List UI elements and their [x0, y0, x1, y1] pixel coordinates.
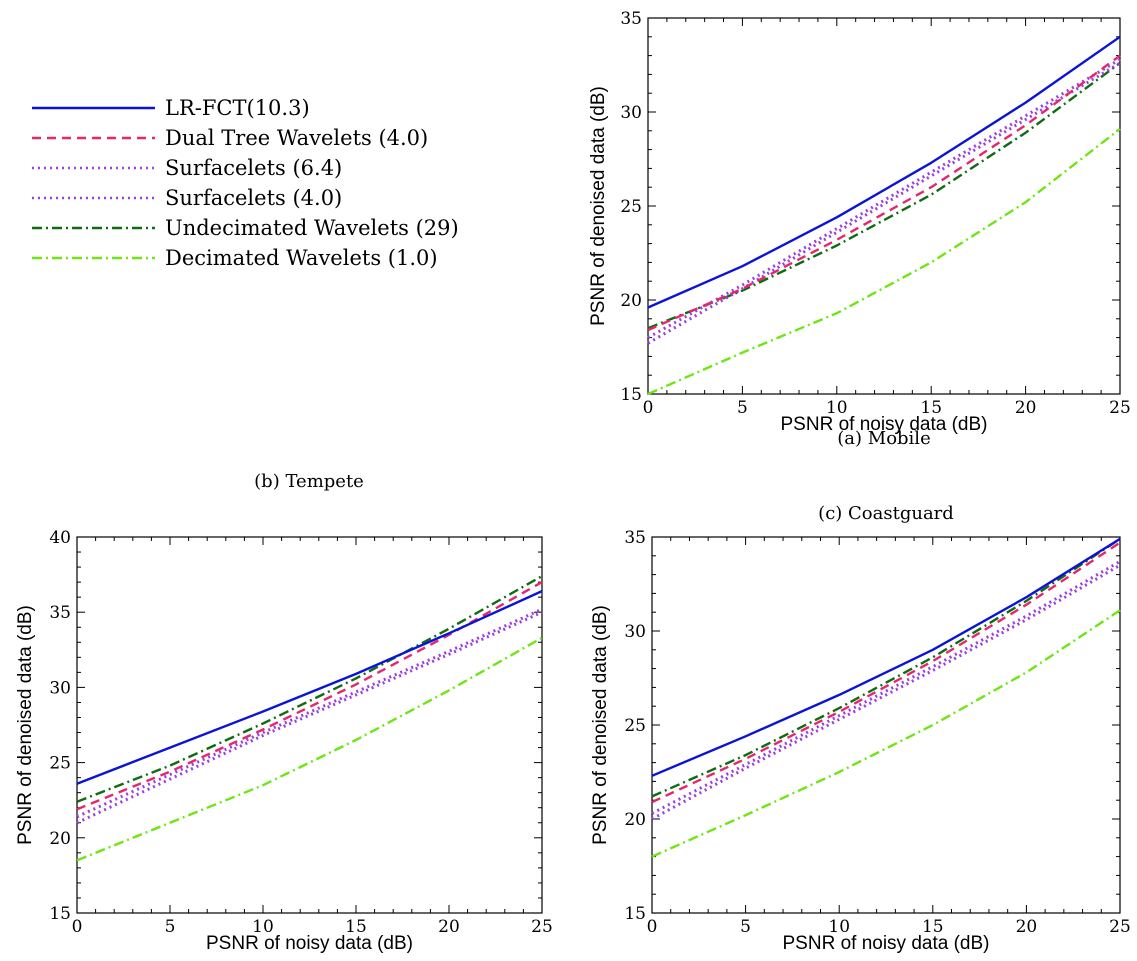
legend-entry: LR-FCT(10.3)	[32, 96, 310, 120]
y-tick-label: 25	[620, 197, 642, 217]
legend-label: Dual Tree Wavelets (4.0)	[165, 126, 428, 150]
series-line-2	[76, 607, 543, 819]
legend-entry: Decimated Wavelets (1.0)	[32, 246, 438, 270]
series-line-5	[651, 609, 1121, 858]
x-tick-label: 5	[740, 917, 751, 937]
x-tick-label: 10	[252, 917, 274, 937]
x-tick-label: 5	[165, 917, 176, 937]
y-tick-label: 20	[49, 829, 71, 849]
x-axis-label: PSNR of noisy data (dB)	[206, 933, 413, 954]
y-tick-label: 40	[49, 528, 71, 548]
series-line-3	[651, 563, 1121, 821]
y-tick-label: 25	[624, 716, 646, 736]
chart-caption: (b) Tempete	[254, 471, 364, 492]
legend-label: Surfacelets (4.0)	[165, 186, 342, 210]
plot-frame	[651, 536, 1121, 914]
y-tick-label: 30	[49, 678, 71, 698]
legend-entry: Surfacelets (6.4)	[32, 156, 342, 180]
legend-label: LR-FCT(10.3)	[165, 96, 310, 120]
x-tick-label: 0	[647, 917, 658, 937]
legend-entry: Dual Tree Wavelets (4.0)	[32, 126, 428, 150]
plot-frame	[76, 536, 543, 914]
series-line-3	[76, 610, 543, 825]
y-tick-label: 30	[624, 622, 646, 642]
plot-frame	[647, 17, 1121, 395]
chart-caption: (a) Mobile	[837, 428, 930, 449]
x-tick-label: 15	[345, 917, 367, 937]
series-line-4	[76, 575, 543, 803]
x-axis-label: PSNR of noisy data (dB)	[783, 933, 990, 954]
legend-label: Decimated Wavelets (1.0)	[165, 246, 438, 270]
x-tick-label: 5	[737, 398, 748, 418]
y-tick-label: 15	[620, 385, 642, 405]
x-tick-label: 15	[920, 398, 942, 418]
x-tick-label: 0	[643, 398, 654, 418]
chart-tempete: (b) Tempete 0 5 10 15 20 25 15 20 25 30 35 40 PSNR of…	[15, 471, 553, 954]
legend: LR-FCT(10.3) Dual Tree Wavelets (4.0) Surf…	[32, 96, 459, 270]
y-axis-label: PSNR of denoised data (dB)	[590, 605, 611, 845]
series-line-4	[647, 62, 1121, 330]
y-tick-label: 30	[620, 103, 642, 123]
x-tick-label: 15	[922, 917, 944, 937]
y-axis-label: PSNR of denoised data (dB)	[588, 86, 609, 326]
x-axis-label: PSNR of noisy data (dB)	[781, 414, 988, 435]
series-line-2	[651, 560, 1121, 815]
y-tick-label: 15	[624, 904, 646, 924]
y-tick-label: 20	[624, 810, 646, 830]
legend-label: Undecimated Wavelets (29)	[165, 216, 459, 240]
series-line-5	[647, 127, 1121, 396]
x-tick-label: 20	[438, 917, 460, 937]
x-tick-label: 20	[1016, 917, 1038, 937]
series-line-4	[651, 537, 1121, 798]
series-line-0	[651, 537, 1121, 777]
y-tick-label: 35	[49, 603, 71, 623]
x-tick-label: 25	[531, 917, 553, 937]
x-tick-label: 25	[1109, 398, 1131, 418]
chart-mobile: (a) Mobile 0 5 10 15 20 25 15 20 25 30 35 PSNR of no…	[588, 9, 1131, 449]
series-line-0	[76, 590, 543, 785]
y-tick-label: 25	[49, 754, 71, 774]
y-tick-label: 35	[620, 9, 642, 29]
x-tick-label: 10	[826, 398, 848, 418]
series-line-2	[647, 58, 1121, 339]
series-line-1	[651, 541, 1121, 804]
series-line-3	[647, 61, 1121, 345]
y-tick-label: 15	[49, 904, 71, 924]
series-line-5	[76, 636, 543, 862]
y-axis-label: PSNR of denoised data (dB)	[15, 605, 36, 845]
x-tick-label: 0	[72, 917, 83, 937]
x-tick-label: 25	[1109, 917, 1131, 937]
legend-label: Surfacelets (6.4)	[165, 156, 342, 180]
series-line-1	[647, 54, 1121, 332]
chart-caption: (c) Coastguard	[818, 503, 954, 524]
legend-entry: Surfacelets (4.0)	[32, 186, 342, 210]
x-tick-label: 20	[1015, 398, 1037, 418]
x-tick-label: 10	[828, 917, 850, 937]
chart-coastguard: (c) Coastguard 0 5 10 15 20 25 15 20 25 30 35 PSNR o…	[590, 503, 1131, 954]
legend-entry: Undecimated Wavelets (29)	[32, 216, 459, 240]
y-tick-label: 35	[624, 528, 646, 548]
series-line-0	[647, 35, 1121, 309]
y-tick-label: 20	[620, 291, 642, 311]
